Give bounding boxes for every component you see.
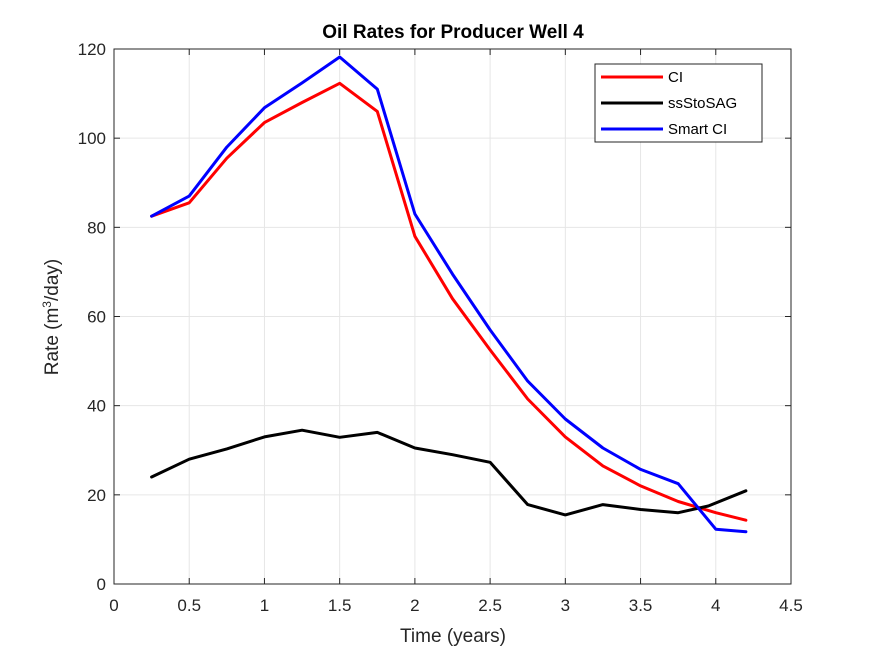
legend-label-ci: CI (668, 69, 683, 86)
legend-label-ssstosag: ssStoSAG (668, 95, 737, 112)
y-tick-label: 0 (97, 575, 106, 594)
series-line-ci (150, 81, 748, 522)
legend: CI ssStoSAG Smart CI (594, 63, 763, 143)
y-axis-label-superscript: 3 (40, 301, 54, 308)
y-tick-label: 120 (78, 40, 106, 59)
x-tick-label: 0 (109, 596, 118, 615)
legend-items: CI ssStoSAG Smart CI (601, 69, 737, 138)
y-tick-label: 60 (87, 308, 106, 327)
x-tick-label: 4 (711, 596, 720, 615)
x-tick-label: 3.5 (629, 596, 653, 615)
series-lines (150, 55, 748, 534)
chart-title: Oil Rates for Producer Well 4 (322, 22, 584, 43)
axis-ticks: 0 0.5 1 1.5 2 2.5 3 3.5 4 4.5 0 20 40 60 80 100 120 (78, 40, 803, 615)
y-axis-label: Rate (m3/day) (40, 259, 63, 376)
x-tick-label: 4.5 (779, 596, 803, 615)
x-tick-label: 3 (561, 596, 570, 615)
series-line-ssstosag (150, 428, 748, 517)
y-axis-label-tail: /day) (42, 259, 63, 301)
x-tick-label: 2.5 (478, 596, 502, 615)
y-tick-label: 20 (87, 486, 106, 505)
series-line-smart-ci (150, 55, 748, 534)
x-tick-label: 0.5 (177, 596, 201, 615)
y-axis-label-main: Rate (m (42, 308, 63, 376)
legend-label-smart-ci: Smart CI (668, 121, 727, 138)
y-tick-label: 100 (78, 129, 106, 148)
x-tick-label: 2 (410, 596, 419, 615)
y-tick-label: 40 (87, 397, 106, 416)
x-axis-label: Time (years) (400, 626, 506, 647)
x-tick-label: 1 (260, 596, 269, 615)
y-tick-label: 80 (87, 218, 106, 237)
x-tick-label: 1.5 (328, 596, 352, 615)
